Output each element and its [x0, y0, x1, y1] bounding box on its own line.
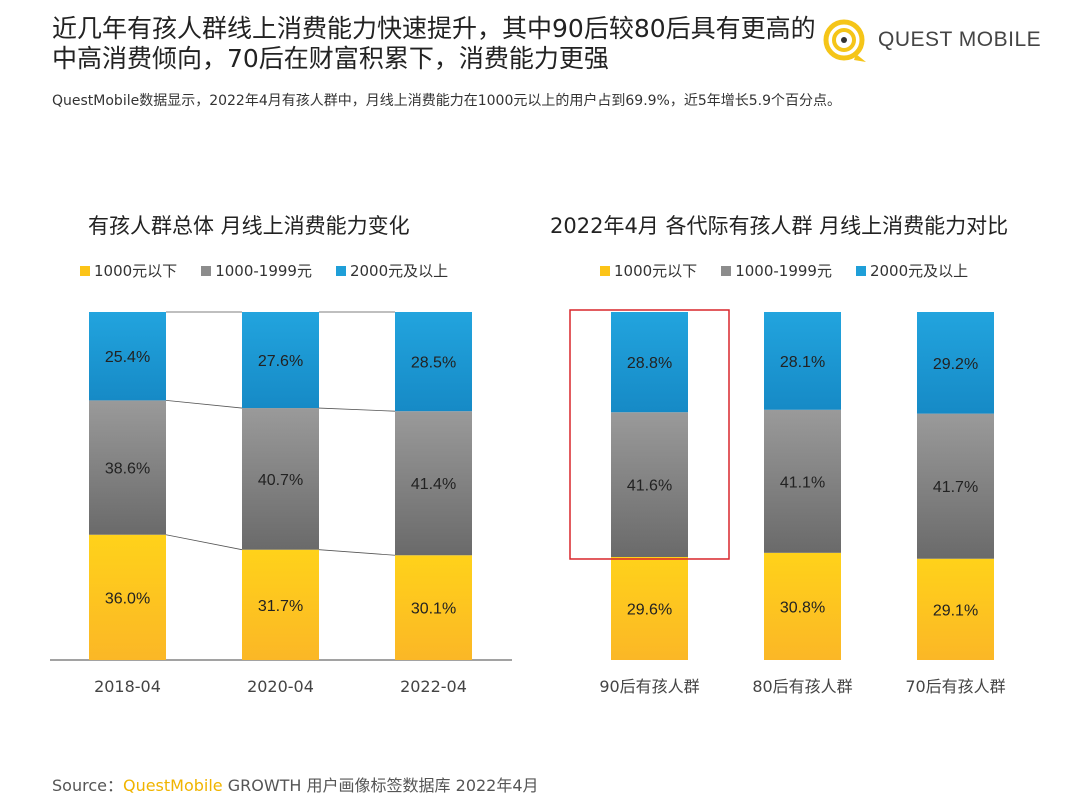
x-tick-label: 70后有孩人群 [905, 677, 1005, 696]
data-label: 29.2% [933, 356, 978, 373]
series-connector [165, 399, 243, 409]
bar-segment [89, 534, 166, 660]
bar-segment [764, 312, 841, 410]
legend-label: 2000元及以上 [349, 262, 449, 280]
bar-segment [611, 312, 688, 413]
source-note: Source：QuestMobile GROWTH 用户画像标签数据库 2022… [52, 772, 539, 796]
legend-label: 1000元以下 [614, 262, 698, 280]
data-label: 41.6% [627, 478, 672, 495]
data-label: 38.6% [105, 461, 150, 478]
source-brand: QuestMobile [122, 776, 223, 795]
bar-segment [242, 408, 319, 550]
data-label: 28.8% [627, 355, 672, 372]
legend-swatch-low [80, 265, 90, 276]
legend-swatch-mid [201, 265, 212, 276]
data-label: 41.1% [780, 474, 825, 491]
bar-segment [764, 409, 841, 553]
legend-swatch-mid [721, 265, 732, 276]
source-text: GROWTH 用户画像标签数据库 2022年4月 [222, 776, 539, 795]
x-tick-label: 90后有孩人群 [599, 677, 699, 696]
data-label: 28.1% [780, 354, 825, 371]
x-tick-label: 2018-04 [94, 677, 161, 696]
logo-text: QUEST MOBILE [878, 28, 1042, 51]
data-label: 40.7% [258, 472, 303, 489]
bar-segment [89, 312, 166, 401]
bar-segment [242, 312, 319, 409]
legend-label: 1000元以下 [94, 262, 178, 280]
chart1-title: 有孩人群总体 月线上消费能力变化 [88, 214, 410, 238]
bar-segment [917, 558, 994, 660]
bar-segment [242, 549, 319, 660]
bar-segment [395, 312, 472, 412]
data-label: 29.6% [627, 601, 672, 618]
data-label: 41.7% [933, 479, 978, 496]
x-tick-label: 2020-04 [247, 677, 314, 696]
logo: QUEST MOBILE [818, 14, 1041, 66]
source-label: Source： [52, 776, 123, 795]
data-label: 30.1% [411, 601, 456, 618]
series-connector [318, 549, 396, 556]
data-label: 25.4% [105, 349, 150, 366]
legend-swatch-high [335, 265, 346, 276]
bar-segment [611, 556, 688, 660]
series-connector [318, 407, 396, 412]
data-label: 36.0% [105, 590, 150, 607]
x-tick-label: 2022-04 [400, 677, 467, 696]
quest-logo-icon [823, 19, 866, 62]
data-label: 27.6% [258, 353, 303, 370]
x-tick-label: 80后有孩人群 [752, 677, 852, 696]
page-subtitle: QuestMobile数据显示，2022年4月有孩人群中，月线上消费能力在100… [52, 93, 842, 109]
data-label: 30.8% [780, 599, 825, 616]
highlight-box [569, 309, 730, 560]
legend-swatch-low [600, 265, 610, 276]
page-title: 近几年有孩人群线上消费能力快速提升，其中90后较80后具有更高的中高消费倾向，7… [52, 14, 816, 73]
bar-segment [395, 411, 472, 556]
series-connector [165, 534, 243, 551]
data-label: 28.5% [411, 355, 456, 372]
chart2-legend: 1000元以下 1000-1999元 2000元及以上 [600, 260, 968, 281]
bar-segment [917, 413, 994, 559]
bar-segment [611, 412, 688, 557]
legend-label: 1000-1999元 [735, 262, 832, 280]
data-label: 41.4% [411, 476, 456, 493]
chart1-legend: 1000元以下 1000-1999元 2000元及以上 [80, 260, 448, 281]
bar-segment [764, 552, 841, 660]
legend-swatch-high [855, 265, 866, 276]
legend-label: 1000-1999元 [215, 262, 312, 280]
data-label: 31.7% [258, 598, 303, 615]
legend-label: 2000元及以上 [869, 262, 969, 280]
chart2-title: 2022年4月 各代际有孩人群 月线上消费能力对比 [550, 214, 1009, 238]
bar-segment [395, 555, 472, 660]
bar-segment [89, 400, 166, 535]
bar-segment [917, 312, 994, 414]
data-label: 29.1% [933, 602, 978, 619]
